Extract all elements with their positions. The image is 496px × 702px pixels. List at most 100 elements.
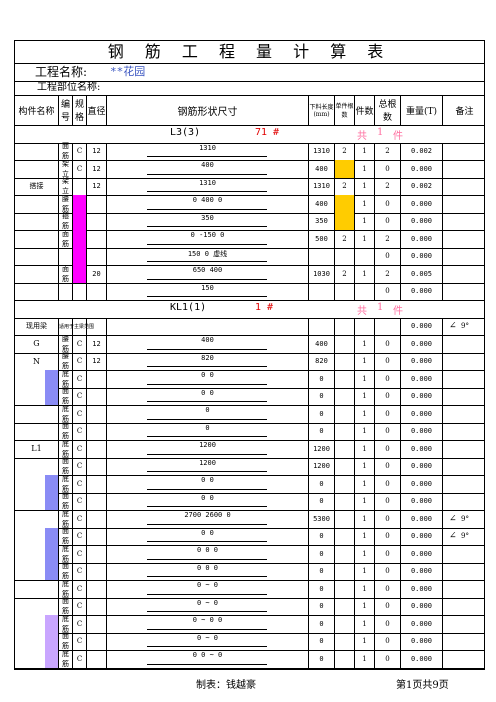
section-number: 1 # [255,302,274,313]
cell-shape: 1310 [107,177,309,195]
cell-grade [73,212,87,230]
table-row: 底筋 C 0 ~ 0 0 1 0 0.000 [15,580,484,599]
rebar-line [147,471,267,472]
cell-member [15,265,59,283]
footer-maker: 制表：钱越豪 [196,680,256,691]
cell-shape: 0 400 0 [107,195,309,213]
cell-wt: 0.000 [401,562,443,580]
rebar-line [147,506,267,507]
cell-pcs: 1 [355,405,375,423]
cell-total: 0 [375,597,401,615]
cell-shape: 0 0 0 [107,562,309,580]
table-row: 底筋 C 0 0 0 0 1 0 0.000 [15,545,484,564]
cell-member [15,370,59,388]
cell-remark [443,598,486,616]
cell-member: L1 [15,440,59,458]
cell-shape: 0 -150 0 [107,230,309,248]
cell-pcs: 1 [355,510,375,528]
cell-pcs [355,282,375,300]
cell-no: 面筋 [59,230,73,248]
table-row: 底筋 C 2700 2600 0 5300 1 0 0.000 9° ∠ [15,510,484,529]
cell-no: 架立 [59,177,73,195]
cell-no: 面筋 [59,527,73,545]
cell-dia: 12 [87,352,107,370]
project-label: 工程名称: [35,65,88,79]
cell-len: 0 [309,650,335,668]
cell-pcs: 1 [355,370,375,388]
cell-unit: 2 [335,142,355,160]
cell-remark [443,335,486,353]
cell-len: 400 [309,335,335,353]
cell-remark [443,580,486,598]
cell-len: 1030 [309,265,335,283]
rebar-line [147,646,267,647]
cell-no: 面筋 [59,387,73,405]
cell-dia [87,597,107,615]
cell-pcs: 1 [355,230,375,248]
cell-pcs: 1 [355,142,375,160]
cell-grade [73,247,87,265]
cell-shape: 650 400 [107,265,309,283]
cell-pcs: 1 [355,387,375,405]
rebar-line [147,226,267,227]
cell-dia [87,387,107,405]
cell-no: 面筋 [59,562,73,580]
cell-grade: C [73,615,87,633]
section-row: KL1(1) 1 # 共 1 件 [15,300,484,319]
cell-dia [87,562,107,580]
cell-remark [443,458,486,476]
cell-member: 现用梁 [15,317,59,335]
table-row: 箍筋 350 350 1 0 0.000 [15,212,484,231]
rebar-line [147,208,267,210]
cell-shape: 1200 [107,440,309,458]
cell-len: 5300 [309,510,335,528]
section-count: 1 [377,127,384,138]
cell-remark [443,353,486,371]
cell-remark [443,475,486,493]
cell-no: 底筋 [59,405,73,423]
table-row: G 腰筋 C 12 400 400 1 0 0.000 [15,335,484,354]
cell-grade: C [73,335,87,353]
cell-grade: C [73,142,87,160]
cell-shape: 150 [107,282,309,300]
cell-wt: 0.000 [401,422,443,440]
cell-len: 400 [309,195,335,213]
rebar-line [147,366,267,367]
cell-unit [335,475,355,493]
cell-member [15,580,59,598]
rebar-line [147,191,267,192]
cell-no: 底筋 [59,440,73,458]
section-row: L3(3) 71 # 共 1 件 [15,125,484,144]
cell-dia: 12 [87,142,107,160]
cell-member [15,142,59,160]
cell-unit [335,510,355,528]
cell-remark [443,143,486,161]
cell-total: 0 [375,335,401,353]
cell-remark [443,265,486,283]
table-row: 150 0 虚线 0 0.000 [15,247,484,266]
cell-wt: 0.000 [401,160,443,178]
cell-grade: C [73,440,87,458]
cell-wt: 0.000 [401,282,443,300]
rebar-line [147,261,267,262]
cell-pcs: 1 [355,422,375,440]
cell-remark [443,405,486,423]
table-row: 面筋 C 0 ~ 0 0 1 0 0.000 [15,632,484,651]
cell-len: 0 [309,545,335,563]
cell-len: 1310 [309,142,335,160]
cell-unit [335,650,355,668]
cell-unit: 2 [335,230,355,248]
cell-pcs [355,247,375,265]
cell-len [309,317,335,335]
section-number: 71 # [255,127,280,138]
cell-total: 0 [375,387,401,405]
cell-len: 0 [309,387,335,405]
rebar-line [147,523,267,525]
cell-pcs: 1 [355,195,375,213]
cell-wt: 0.000 [401,457,443,475]
cell-member [15,422,59,440]
cell-dia [87,615,107,633]
cell-dia: 12 [87,177,107,195]
cell-len [309,282,335,300]
cell-dia [87,230,107,248]
